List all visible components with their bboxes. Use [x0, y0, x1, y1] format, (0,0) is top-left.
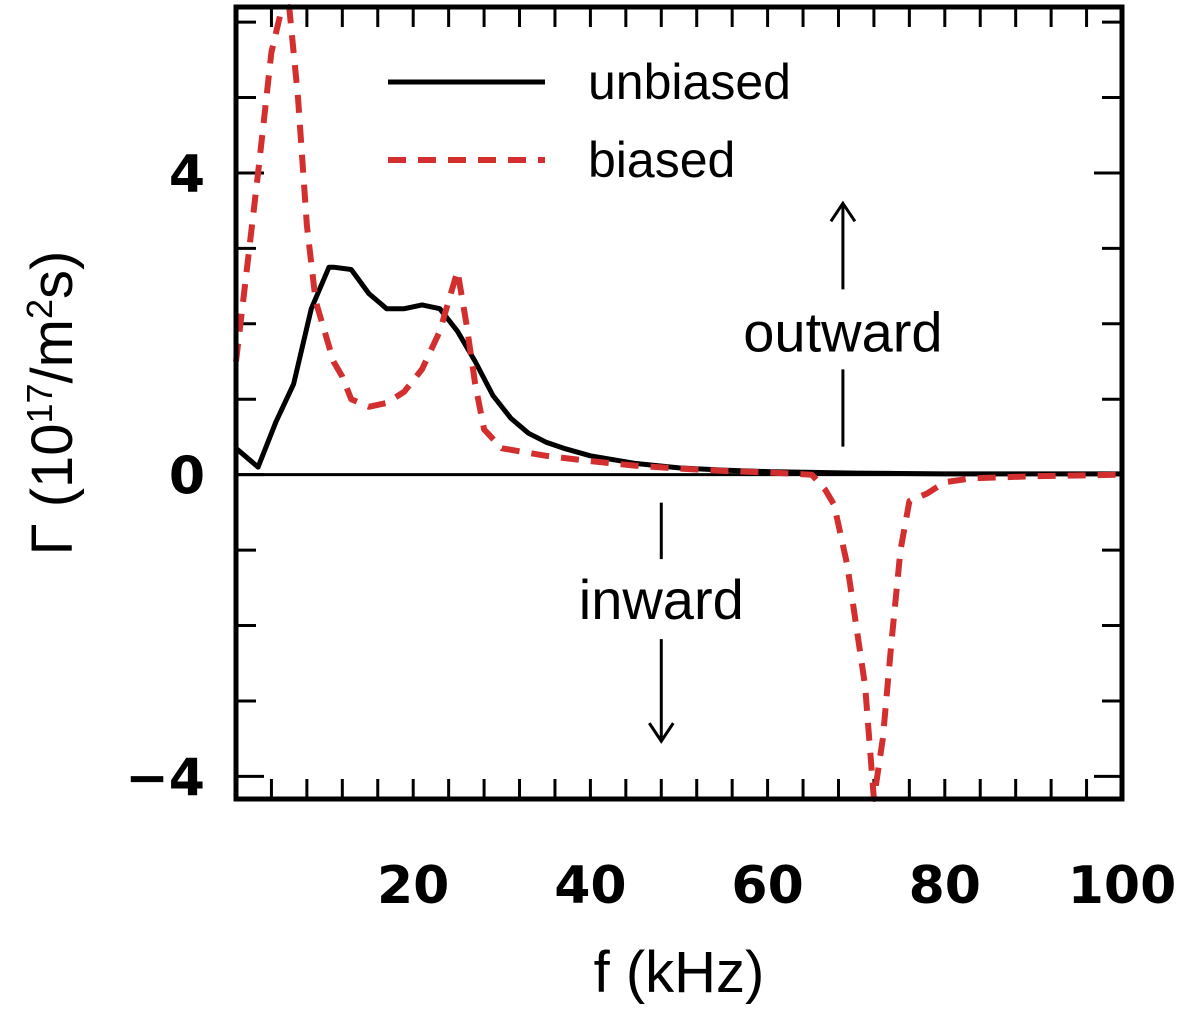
- series-biased: [233, 4, 1123, 802]
- annotation-inward: inward: [579, 568, 744, 631]
- x-tick-label: 20: [377, 856, 449, 916]
- series-group: [233, 4, 1123, 802]
- arrow-head-down: [648, 722, 675, 744]
- y-tick-labels: −4 0 4: [125, 145, 205, 808]
- y-axis-label-superscript: 2: [19, 299, 60, 319]
- y-axis-label-superscript: 17: [19, 383, 60, 423]
- annotation-outward: outward: [743, 300, 942, 363]
- legend-label-biased: biased: [588, 132, 735, 188]
- legend: unbiased biased: [388, 54, 791, 188]
- plot-frame: [233, 4, 1125, 802]
- y-axis-label-part: /m: [20, 319, 85, 383]
- x-axis-label: f (kHz): [594, 940, 765, 1005]
- x-tick-labels: 20 40 60 80 100: [377, 856, 1176, 916]
- y-axis-label-part: Γ (10: [20, 423, 85, 555]
- x-tick-label: 80: [909, 856, 981, 916]
- minor-ticks: [236, 7, 1122, 799]
- series-unbiased: [234, 264, 1122, 477]
- x-tick-label: 100: [1068, 856, 1177, 916]
- y-tick-label: 0: [169, 447, 205, 507]
- x-tick-label: 40: [554, 856, 626, 916]
- y-tick-label: 4: [169, 145, 205, 205]
- y-axis-label: Γ (1017/m2s): [19, 251, 86, 556]
- x-tick-label: 60: [731, 856, 803, 916]
- y-tick-label: −4: [125, 748, 205, 808]
- annotations: outward inward: [579, 200, 943, 744]
- legend-label-unbiased: unbiased: [588, 54, 791, 110]
- y-axis-label-part: s): [20, 251, 85, 299]
- arrow-head-up: [829, 200, 857, 223]
